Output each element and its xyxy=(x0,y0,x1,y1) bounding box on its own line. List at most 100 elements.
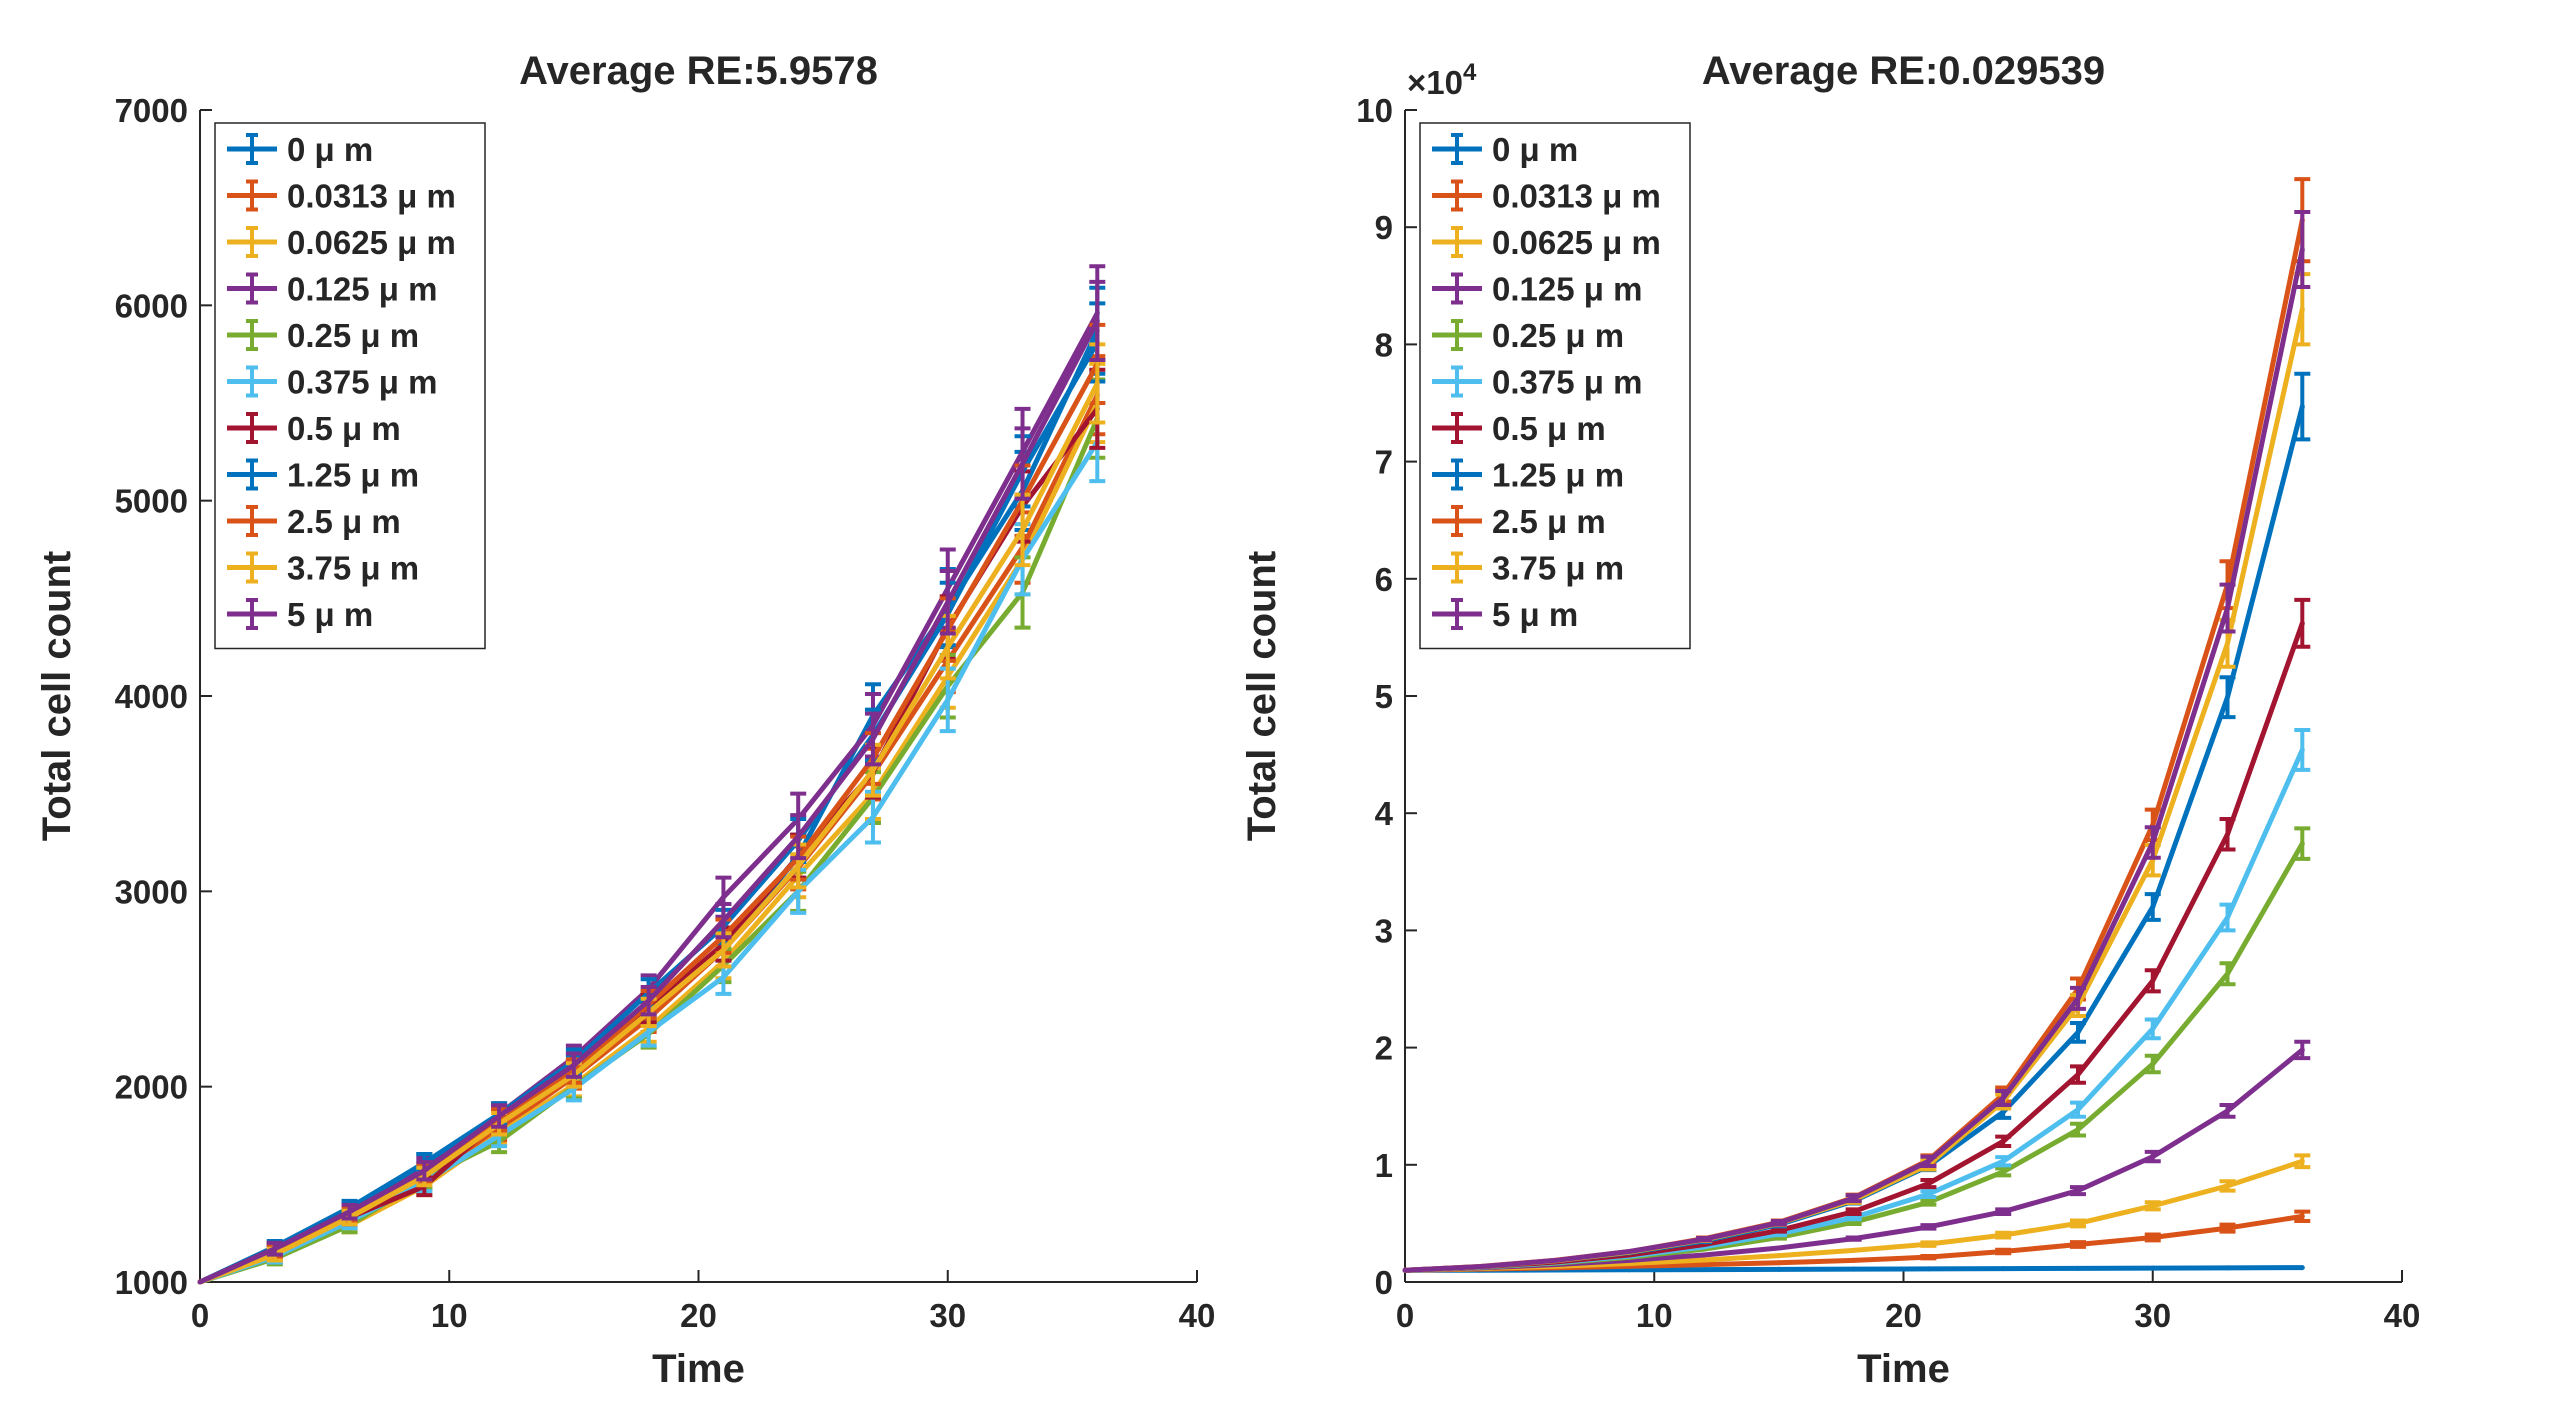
x-tick-label: 40 xyxy=(1179,1297,1216,1334)
legend-label: 0.5 μ m xyxy=(287,410,401,447)
right-chart: Average RE:0.029539 0 10 20 30 40 0 1 2 3 4 5 6 7 8 9 10… xyxy=(1240,49,2420,1391)
chart-title: Average RE:5.9578 xyxy=(519,49,878,93)
legend-label: 0.5 μ m xyxy=(1492,410,1606,447)
legend-label: 5 μ m xyxy=(1492,596,1578,633)
data-point xyxy=(1925,1254,1931,1260)
legend-entry: 1.25 μ m xyxy=(1432,457,1624,494)
legend-label: 1.25 μ m xyxy=(287,457,419,494)
y-tick-label: 2000 xyxy=(115,1069,188,1106)
data-point xyxy=(197,1279,203,1285)
data-point xyxy=(272,1246,278,1252)
data-point xyxy=(2075,1188,2081,1194)
legend-entry: 0.5 μ m xyxy=(1432,410,1606,447)
data-point xyxy=(1701,1262,1707,1268)
x-tick-label: 10 xyxy=(1636,1297,1673,1334)
legend-entry: 0 μ m xyxy=(1432,131,1578,168)
legend-label: 5 μ m xyxy=(287,596,373,633)
legend-entry: 2.5 μ m xyxy=(227,503,401,540)
legend-entry: 1.25 μ m xyxy=(227,457,419,494)
y-tick-label: 5000 xyxy=(115,483,188,520)
data-point xyxy=(1020,527,1026,533)
y-tick-label: 8 xyxy=(1375,326,1393,363)
data-point xyxy=(2000,1169,2006,1175)
y-tick-label: 5 xyxy=(1375,678,1393,715)
y-tick-label: 1000 xyxy=(115,1264,188,1301)
legend-entry: 3.75 μ m xyxy=(1432,550,1624,587)
series-3 xyxy=(1402,1039,2311,1273)
legend-entry: 0.125 μ m xyxy=(227,271,437,308)
data-point xyxy=(2075,1241,2081,1247)
legend-entry: 0.0625 μ m xyxy=(227,224,456,261)
legend-entry: 0.375 μ m xyxy=(1432,364,1642,401)
data-point xyxy=(720,974,726,980)
legend-entry: 0.5 μ m xyxy=(227,410,401,447)
data-point xyxy=(1925,1191,1931,1197)
data-point xyxy=(2299,1265,2305,1271)
left-chart: Average RE:5.9578 0 10 20 30 40 1000 2000 3000 40… xyxy=(35,49,1215,1391)
data-point xyxy=(2299,620,2305,626)
series-line xyxy=(1404,622,2305,1273)
data-point xyxy=(2225,694,2231,700)
data-point xyxy=(2299,1047,2305,1053)
legend-label: 0.125 μ m xyxy=(1492,271,1642,308)
legend-label: 1.25 μ m xyxy=(1492,457,1624,494)
series-4 xyxy=(1402,826,2311,1273)
data-point xyxy=(2299,306,2305,312)
data-point xyxy=(2075,1127,2081,1133)
legend-label: 3.75 μ m xyxy=(287,550,419,587)
data-point xyxy=(2000,1095,2006,1101)
legend-entry: 0 μ m xyxy=(227,131,373,168)
y-tick-label: 4 xyxy=(1375,795,1394,832)
legend-entry: 0.25 μ m xyxy=(227,317,419,354)
data-point xyxy=(2225,640,2231,646)
legend-entry: 0.0625 μ m xyxy=(1432,224,1661,261)
data-point xyxy=(720,918,726,924)
data-point xyxy=(1851,1266,1857,1272)
legend-box xyxy=(1419,122,1691,650)
y-tick-label: 0 xyxy=(1375,1264,1393,1301)
data-point xyxy=(1925,1199,1931,1205)
data-point xyxy=(2225,1183,2231,1189)
y-tick-label: 3000 xyxy=(115,873,188,910)
data-point xyxy=(2000,1158,2006,1164)
legend-label: 0.375 μ m xyxy=(1492,364,1642,401)
legend-box xyxy=(214,122,486,650)
legend-label: 2.5 μ m xyxy=(287,503,401,540)
legend-entry: 2.5 μ m xyxy=(1432,503,1606,540)
data-point xyxy=(1701,1252,1707,1258)
x-axis-label: Time xyxy=(652,1347,745,1391)
data-point xyxy=(1925,1224,1931,1230)
legend-entry: 3.75 μ m xyxy=(227,550,419,587)
data-point xyxy=(720,894,726,900)
y-tick-label: 2 xyxy=(1375,1030,1393,1067)
legend-label: 0 μ m xyxy=(287,131,373,168)
data-point xyxy=(870,814,876,820)
data-point xyxy=(1020,461,1026,467)
y-tick-label: 6 xyxy=(1375,561,1393,598)
x-tick-label: 10 xyxy=(431,1297,468,1334)
data-point xyxy=(1701,1236,1707,1242)
data-point xyxy=(2150,1154,2156,1160)
legend-label: 0.375 μ m xyxy=(287,364,437,401)
data-point xyxy=(2150,840,2156,845)
y-tick-label: 4000 xyxy=(115,678,188,715)
legend-label: 0.0625 μ m xyxy=(287,224,456,261)
data-point xyxy=(2000,1209,2006,1215)
data-point xyxy=(1925,1158,1931,1164)
data-point xyxy=(2150,1061,2156,1067)
legend-label: 0.0625 μ m xyxy=(1492,224,1661,261)
y-tick-label: 3 xyxy=(1375,912,1393,949)
series-6 xyxy=(1402,597,2311,1273)
data-point xyxy=(2299,747,2305,753)
data-point xyxy=(1477,1264,1483,1270)
y-exponent-label: ×104 xyxy=(1407,59,1477,101)
data-point xyxy=(2150,1203,2156,1209)
legend-label: 0.125 μ m xyxy=(287,271,437,308)
data-point xyxy=(2299,841,2305,847)
data-point xyxy=(1094,318,1100,324)
x-tick-label: 30 xyxy=(929,1297,966,1334)
data-point xyxy=(1701,1267,1707,1273)
data-point xyxy=(2225,831,2231,837)
data-point xyxy=(2000,1266,2006,1272)
